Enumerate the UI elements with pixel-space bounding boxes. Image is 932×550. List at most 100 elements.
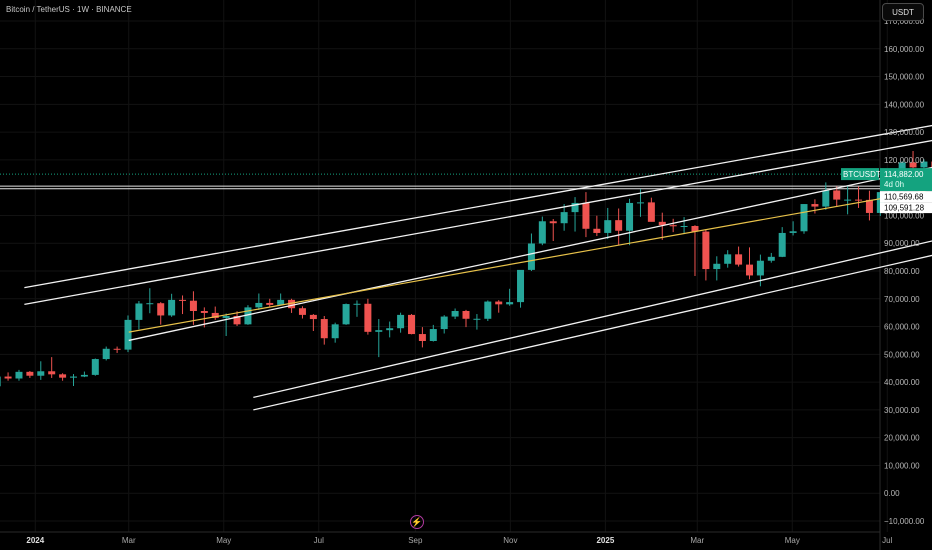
candle-body — [298, 308, 306, 315]
candle-body — [364, 303, 372, 332]
candle-body — [179, 299, 187, 301]
chart-title: Bitcoin / TetherUS · 1W · BINANCE — [6, 5, 132, 14]
candle-body — [331, 324, 339, 339]
symbol-label: BTCUSDT — [843, 170, 881, 179]
candle-body — [320, 319, 328, 339]
y-tick-label: 50,000.00 — [884, 350, 920, 359]
candle-body — [658, 221, 666, 226]
candle-body — [277, 299, 285, 305]
candle-body — [702, 231, 710, 270]
y-tick-label: 30,000.00 — [884, 406, 920, 415]
channel-line — [24, 124, 932, 289]
candle-body — [778, 232, 786, 257]
y-tick-label: 80,000.00 — [884, 267, 920, 276]
candle-body — [168, 299, 176, 316]
candle-body — [713, 263, 721, 270]
time-axis[interactable]: 2024MarMayJulSepNov2025MarMayJulSep2026M… — [26, 536, 932, 545]
candle-body — [200, 311, 208, 313]
candle-body — [91, 359, 99, 375]
candle-body — [26, 371, 34, 376]
candle-body — [636, 202, 644, 204]
candle-body — [418, 334, 426, 341]
y-tick-label: 170,000.00 — [884, 17, 925, 26]
candle-body — [37, 371, 45, 376]
candle-body — [462, 311, 470, 319]
candle-body — [549, 221, 557, 224]
candle-body — [233, 316, 241, 325]
x-tick-label: Sep — [408, 536, 423, 545]
candle-body — [244, 307, 252, 325]
current-price-tag — [880, 168, 932, 192]
candle-body — [647, 202, 655, 222]
candle-body — [48, 371, 56, 375]
x-tick-label: 2025 — [596, 536, 614, 545]
candle-body — [353, 303, 361, 305]
candle-body — [222, 316, 230, 318]
channel-line — [253, 254, 932, 411]
candle-body — [582, 202, 590, 229]
candle-body — [342, 304, 350, 325]
y-tick-label: 160,000.00 — [884, 45, 925, 54]
lightning-icon[interactable]: ⚡ — [410, 515, 424, 529]
candle-body — [844, 199, 852, 201]
candle-body — [560, 212, 568, 224]
candle-body — [626, 202, 634, 231]
y-tick-label: 150,000.00 — [884, 73, 925, 82]
y-tick-label: 140,000.00 — [884, 100, 925, 109]
x-tick-label: Nov — [503, 536, 517, 545]
x-tick-label: Mar — [122, 536, 136, 545]
candle-body — [451, 311, 459, 317]
current-price-label: 114,882.00 — [884, 170, 924, 179]
candle-body — [113, 348, 121, 350]
candle-body — [615, 220, 623, 231]
candle-body — [735, 254, 743, 265]
candle-body — [80, 374, 88, 377]
channel-line — [24, 139, 932, 305]
horizontal-levels — [0, 173, 880, 190]
candle-body — [669, 225, 677, 227]
x-tick-label: May — [216, 536, 231, 545]
y-tick-label: 40,000.00 — [884, 378, 920, 387]
channel-line — [253, 240, 932, 399]
candle-body — [255, 302, 263, 308]
candle-body — [0, 376, 1, 387]
candle-body — [855, 199, 863, 201]
y-tick-label: 60,000.00 — [884, 323, 920, 332]
price-axis[interactable]: 170,000.00 160,000.00 150,000.00 140,000.00… — [884, 17, 925, 526]
level-price-tag — [880, 202, 932, 214]
candle-body — [473, 318, 481, 320]
candle-body — [724, 254, 732, 264]
candle-body — [593, 228, 601, 233]
candle-body — [517, 269, 525, 303]
candle-body — [811, 204, 819, 207]
candle-body — [833, 190, 841, 200]
candle-body — [375, 330, 383, 332]
y-tick-label: 100,000.00 — [884, 211, 925, 220]
candles — [0, 151, 932, 387]
candle-body — [157, 303, 165, 316]
candle-body — [909, 162, 917, 168]
candle-body — [15, 371, 23, 379]
level-price-tag — [880, 191, 932, 203]
candle-body — [571, 202, 579, 213]
symbol-tag — [841, 168, 879, 181]
candle-body — [484, 301, 492, 319]
candle-body — [745, 264, 753, 276]
candle-body — [266, 302, 274, 305]
candle-body — [407, 314, 415, 335]
candle-body — [386, 328, 394, 331]
x-tick-label: 2024 — [26, 536, 44, 545]
currency-button[interactable]: USDT — [882, 3, 924, 21]
candle-body — [767, 256, 775, 261]
y-tick-label: 0.00 — [884, 489, 900, 498]
y-tick-label: 70,000.00 — [884, 295, 920, 304]
candle-body — [69, 376, 77, 378]
x-tick-label: Jul — [882, 536, 892, 545]
candle-body — [135, 303, 143, 320]
candle-body — [397, 314, 405, 329]
countdown-label: 4d 0h — [884, 180, 904, 189]
